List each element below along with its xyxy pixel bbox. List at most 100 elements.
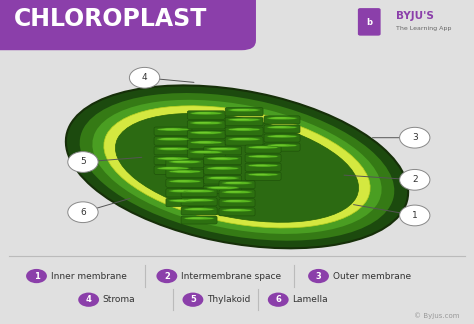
FancyBboxPatch shape xyxy=(204,185,242,194)
Ellipse shape xyxy=(252,146,268,148)
Ellipse shape xyxy=(207,186,239,190)
Ellipse shape xyxy=(252,165,268,166)
FancyBboxPatch shape xyxy=(225,108,263,116)
Ellipse shape xyxy=(267,144,297,147)
Ellipse shape xyxy=(157,138,189,141)
Text: 5: 5 xyxy=(190,295,196,304)
Ellipse shape xyxy=(169,170,201,173)
Ellipse shape xyxy=(252,174,268,175)
Ellipse shape xyxy=(222,191,252,194)
Text: 4: 4 xyxy=(142,73,147,82)
FancyBboxPatch shape xyxy=(204,176,242,184)
Ellipse shape xyxy=(190,122,222,125)
Ellipse shape xyxy=(226,182,242,183)
Ellipse shape xyxy=(157,167,189,170)
Ellipse shape xyxy=(104,106,370,228)
Ellipse shape xyxy=(194,122,211,123)
Ellipse shape xyxy=(211,158,228,159)
Circle shape xyxy=(308,269,329,283)
Ellipse shape xyxy=(267,126,297,129)
Ellipse shape xyxy=(194,132,211,133)
Ellipse shape xyxy=(248,173,278,176)
FancyBboxPatch shape xyxy=(358,8,381,36)
Circle shape xyxy=(68,202,98,223)
Ellipse shape xyxy=(271,117,287,119)
Text: The Learning App: The Learning App xyxy=(396,26,451,31)
Text: 2: 2 xyxy=(412,175,418,184)
FancyBboxPatch shape xyxy=(225,127,263,135)
Ellipse shape xyxy=(226,191,242,192)
Ellipse shape xyxy=(161,148,178,149)
Text: Outer membrane: Outer membrane xyxy=(333,272,411,281)
Ellipse shape xyxy=(161,138,178,140)
FancyBboxPatch shape xyxy=(264,116,300,124)
Text: 3: 3 xyxy=(412,133,418,142)
Text: Thylakoid: Thylakoid xyxy=(207,295,251,304)
Ellipse shape xyxy=(190,151,222,154)
Ellipse shape xyxy=(228,118,260,122)
Ellipse shape xyxy=(169,160,201,164)
FancyBboxPatch shape xyxy=(154,137,192,145)
FancyBboxPatch shape xyxy=(187,130,225,139)
Ellipse shape xyxy=(188,217,204,219)
FancyBboxPatch shape xyxy=(245,172,281,180)
Ellipse shape xyxy=(66,86,408,248)
Ellipse shape xyxy=(271,135,287,137)
Ellipse shape xyxy=(207,157,239,160)
Text: CHLOROPLAST: CHLOROPLAST xyxy=(14,7,208,31)
Ellipse shape xyxy=(228,128,260,131)
Ellipse shape xyxy=(252,156,268,157)
Ellipse shape xyxy=(232,119,249,120)
Ellipse shape xyxy=(211,148,228,149)
Circle shape xyxy=(78,293,99,307)
Circle shape xyxy=(400,127,430,148)
Ellipse shape xyxy=(226,200,242,202)
FancyBboxPatch shape xyxy=(187,121,225,129)
Text: Lamella: Lamella xyxy=(292,295,328,304)
Ellipse shape xyxy=(161,168,178,169)
FancyBboxPatch shape xyxy=(166,159,204,168)
Ellipse shape xyxy=(188,190,204,191)
FancyBboxPatch shape xyxy=(181,216,217,224)
Circle shape xyxy=(182,293,203,307)
Ellipse shape xyxy=(157,128,189,131)
Text: 5: 5 xyxy=(80,157,86,167)
Ellipse shape xyxy=(169,190,201,193)
Ellipse shape xyxy=(222,209,252,212)
Text: Stroma: Stroma xyxy=(103,295,136,304)
FancyBboxPatch shape xyxy=(245,154,281,162)
Ellipse shape xyxy=(184,217,214,220)
Ellipse shape xyxy=(226,209,242,211)
Ellipse shape xyxy=(92,100,382,234)
Ellipse shape xyxy=(222,200,252,203)
Ellipse shape xyxy=(190,141,222,144)
FancyBboxPatch shape xyxy=(166,189,204,197)
Text: Intermembrane space: Intermembrane space xyxy=(181,272,281,281)
Ellipse shape xyxy=(211,187,228,188)
FancyBboxPatch shape xyxy=(166,179,204,187)
Ellipse shape xyxy=(190,131,222,134)
Ellipse shape xyxy=(169,180,201,183)
FancyBboxPatch shape xyxy=(181,207,217,215)
Ellipse shape xyxy=(232,138,249,140)
Text: 2: 2 xyxy=(164,272,170,281)
FancyBboxPatch shape xyxy=(245,163,281,171)
Ellipse shape xyxy=(248,146,278,149)
FancyBboxPatch shape xyxy=(187,140,225,148)
Ellipse shape xyxy=(267,135,297,138)
Ellipse shape xyxy=(157,157,189,160)
FancyBboxPatch shape xyxy=(264,125,300,133)
Text: b: b xyxy=(366,17,372,27)
Ellipse shape xyxy=(157,147,189,151)
Ellipse shape xyxy=(184,208,214,211)
FancyBboxPatch shape xyxy=(166,169,204,178)
Circle shape xyxy=(68,152,98,172)
FancyBboxPatch shape xyxy=(0,0,256,50)
Text: Inner membrane: Inner membrane xyxy=(51,272,127,281)
Ellipse shape xyxy=(207,177,239,180)
Ellipse shape xyxy=(194,151,211,153)
FancyBboxPatch shape xyxy=(204,146,242,155)
FancyBboxPatch shape xyxy=(154,156,192,165)
Ellipse shape xyxy=(194,112,211,114)
Ellipse shape xyxy=(173,161,190,162)
